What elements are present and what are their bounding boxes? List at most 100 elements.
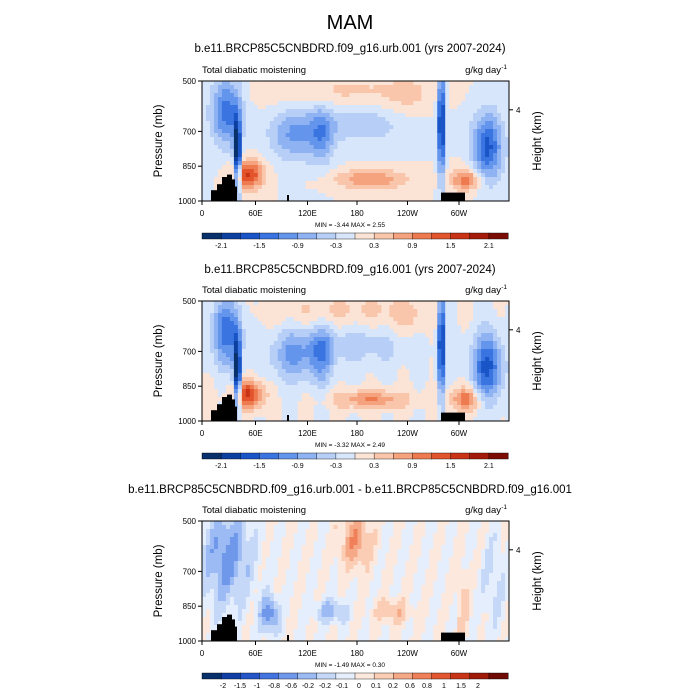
heatmap-cell [269, 169, 275, 174]
heatmap-cell [217, 129, 223, 134]
heatmap-cell [433, 105, 438, 110]
heatmap-cell [457, 405, 462, 410]
heatmap-cell [277, 321, 283, 326]
heatmap-cell [285, 525, 291, 530]
heatmap-cell [241, 353, 247, 358]
heatmap-cell [441, 357, 446, 362]
heatmap-cell [381, 113, 386, 118]
heatmap-cell [357, 529, 362, 534]
heatmap-cell [497, 345, 502, 350]
heatmap-cell [413, 345, 418, 350]
heatmap-cell [389, 361, 394, 366]
heatmap-cell [293, 109, 299, 114]
heatmap-cell [202, 101, 207, 106]
heatmap-cell [213, 365, 219, 370]
heatmap-cell [417, 85, 422, 90]
heatmap-cell [505, 109, 510, 114]
heatmap-cell [353, 333, 358, 338]
heatmap-cell [385, 369, 390, 374]
heatmap-cell [221, 161, 227, 166]
heatmap-cell [265, 113, 271, 118]
heatmap-cell [505, 93, 510, 98]
heatmap-cell [461, 317, 466, 322]
heatmap-cell [205, 413, 211, 418]
heatmap-cell [361, 373, 366, 378]
heatmap-cell [253, 325, 259, 330]
heatmap-cell [457, 377, 462, 382]
heatmap-cell [269, 341, 275, 346]
heatmap-cell [357, 181, 362, 186]
heatmap-cell [357, 397, 362, 402]
heatmap-cell [465, 85, 470, 90]
heatmap-cell [337, 125, 342, 130]
heatmap-cell [497, 193, 502, 198]
heatmap-cell [385, 125, 390, 130]
heatmap-cell [202, 161, 207, 166]
heatmap-cell [505, 365, 510, 370]
heatmap-cell [213, 329, 219, 334]
heatmap-cell [477, 117, 482, 122]
heatmap-cell [249, 137, 255, 142]
heatmap-cell [329, 177, 334, 182]
heatmap-cell [389, 341, 394, 346]
heatmap-cell [421, 153, 426, 158]
heatmap-cell [397, 337, 402, 342]
heatmap-cell [297, 81, 303, 86]
heatmap-cell [445, 401, 450, 406]
heatmap-cell [233, 129, 239, 134]
heatmap-cell [485, 397, 490, 402]
heatmap-cell [497, 337, 502, 342]
heatmap-cell [325, 129, 330, 134]
heatmap-cell [445, 521, 450, 526]
heatmap-cell [329, 145, 334, 150]
heatmap-cell [469, 161, 474, 166]
heatmap-cell [297, 357, 303, 362]
heatmap-cell [393, 177, 398, 182]
heatmap-cell [445, 149, 450, 154]
heatmap-cell [329, 353, 334, 358]
heatmap-cell [285, 405, 291, 410]
heatmap-cell [257, 93, 263, 98]
heatmap-cell [465, 181, 470, 186]
heatmap-cell [357, 137, 362, 142]
heatmap-cell [257, 129, 263, 134]
heatmap-cell [377, 105, 382, 110]
heatmap-cell [317, 193, 323, 198]
heatmap-cell [413, 113, 418, 118]
heatmap-cell [349, 385, 354, 390]
heatmap-cell [405, 353, 410, 358]
heatmap-cell [473, 141, 478, 146]
heatmap-cell [337, 317, 342, 322]
heatmap-cell [441, 349, 446, 354]
heatmap-cell [469, 369, 474, 374]
heatmap-cell [429, 389, 434, 394]
heatmap-cell [357, 93, 362, 98]
heatmap-cell [489, 161, 494, 166]
heatmap-cell [405, 169, 410, 174]
heatmap-cell [237, 301, 243, 306]
heatmap-cell [453, 389, 458, 394]
heatmap-cell [209, 161, 215, 166]
heatmap-cell [405, 301, 410, 306]
heatmap-cell [241, 133, 247, 138]
heatmap-cell [493, 325, 498, 330]
heatmap-cell [497, 361, 502, 366]
heatmap-cell [481, 417, 486, 422]
terrain-block [211, 410, 217, 421]
heatmap-cell [385, 89, 390, 94]
heatmap-cell [489, 325, 494, 330]
heatmap-cell [213, 101, 219, 106]
heatmap-cell [293, 97, 299, 102]
heatmap-cell [357, 145, 362, 150]
heatmap-cell [245, 521, 251, 526]
figure-title: MAM [326, 12, 374, 34]
heatmap-cell [325, 133, 330, 138]
heatmap-cell [217, 153, 223, 158]
heatmap-cell [289, 101, 295, 106]
heatmap-cell [361, 177, 366, 182]
heatmap-cell [281, 385, 287, 390]
heatmap-cell [429, 129, 434, 134]
heatmap-cell [265, 105, 271, 110]
heatmap-cell [377, 413, 382, 418]
heatmap-cell [373, 153, 378, 158]
